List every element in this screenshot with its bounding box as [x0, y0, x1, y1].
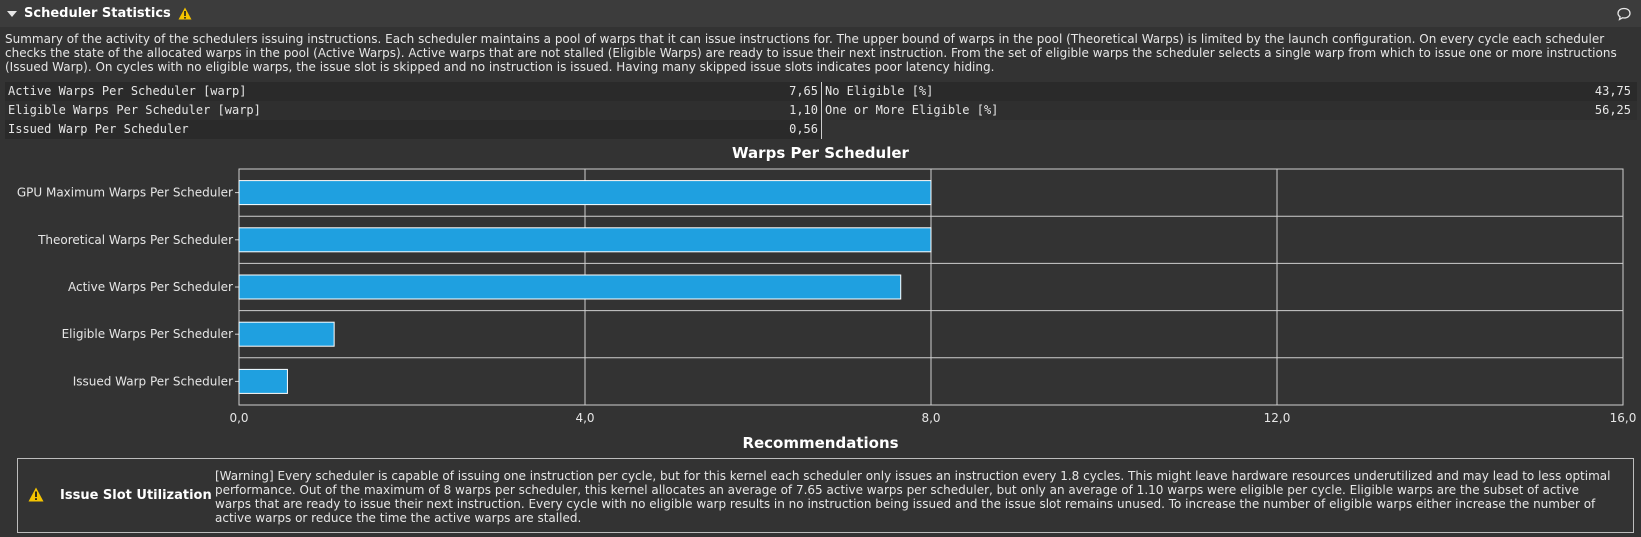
- metric-cell[interactable]: One or More Eligible [%] 56,25: [822, 101, 1637, 120]
- category-label: GPU Maximum Warps Per Scheduler: [17, 186, 233, 200]
- metric-value: 0,56: [789, 122, 818, 136]
- metric-cell[interactable]: No Eligible [%] 43,75: [822, 82, 1637, 101]
- section-title: Scheduler Statistics: [24, 6, 171, 21]
- x-tick-label: 4,0: [575, 411, 594, 425]
- x-tick-label: 0,0: [229, 411, 248, 425]
- metric-value: 7,65: [789, 84, 818, 98]
- metrics-row: Active Warps Per Scheduler [warp] 7,65 N…: [5, 82, 1637, 101]
- warning-icon: [28, 487, 44, 506]
- metric-cell[interactable]: Eligible Warps Per Scheduler [warp] 1,10: [5, 101, 822, 120]
- warning-icon: [178, 7, 192, 20]
- section-header[interactable]: Scheduler Statistics: [0, 0, 1641, 27]
- metric-cell[interactable]: Issued Warp Per Scheduler 0,56: [5, 120, 822, 139]
- recommendation-name: Issue Slot Utilization: [60, 488, 212, 503]
- metric-value: 43,75: [1594, 84, 1631, 98]
- recommendations-title: Recommendations: [742, 434, 899, 452]
- bar: [238, 274, 902, 300]
- category-label: Eligible Warps Per Scheduler: [62, 327, 234, 341]
- metric-label: One or More Eligible [%]: [825, 103, 999, 117]
- metric-label: Active Warps Per Scheduler [warp]: [8, 84, 247, 98]
- collapse-arrow-icon[interactable]: [7, 10, 17, 17]
- metric-cell[interactable]: Active Warps Per Scheduler [warp] 7,65: [5, 82, 822, 101]
- category-label: Issued Warp Per Scheduler: [73, 374, 233, 388]
- section-description: Summary of the activity of the scheduler…: [5, 32, 1617, 74]
- recommendation-item[interactable]: Issue Slot Utilization [Warning] Every s…: [17, 458, 1634, 533]
- bar: [238, 321, 335, 347]
- category-label: Active Warps Per Scheduler: [68, 280, 233, 294]
- metric-label: Eligible Warps Per Scheduler [warp]: [8, 103, 261, 117]
- metrics-row: Issued Warp Per Scheduler 0,56: [5, 120, 1637, 139]
- metric-label: No Eligible [%]: [825, 84, 934, 98]
- metric-label: Issued Warp Per Scheduler: [8, 122, 189, 136]
- x-tick-label: 12,0: [1264, 411, 1291, 425]
- x-tick-label: 16,0: [1610, 411, 1637, 425]
- metric-cell-empty: [822, 120, 1637, 139]
- bar: [238, 368, 288, 394]
- bar: [238, 227, 932, 253]
- chart-title: Warps Per Scheduler: [732, 144, 909, 162]
- metric-value: 1,10: [789, 103, 818, 117]
- x-tick-label: 8,0: [921, 411, 940, 425]
- bar: [238, 180, 932, 206]
- warps-per-scheduler-chart: 0,0 4,0 8,0 12,0 16,0 GPU Maximum Warps Per S…: [17, 168, 1637, 425]
- category-label: Theoretical Warps Per Scheduler: [37, 233, 233, 247]
- comment-icon[interactable]: [1617, 6, 1631, 25]
- metrics-table: Active Warps Per Scheduler [warp] 7,65 N…: [5, 82, 1637, 139]
- metrics-row: Eligible Warps Per Scheduler [warp] 1,10…: [5, 101, 1637, 120]
- metric-value: 56,25: [1594, 103, 1631, 117]
- recommendation-text: [Warning] Every scheduler is capable of …: [215, 469, 1611, 525]
